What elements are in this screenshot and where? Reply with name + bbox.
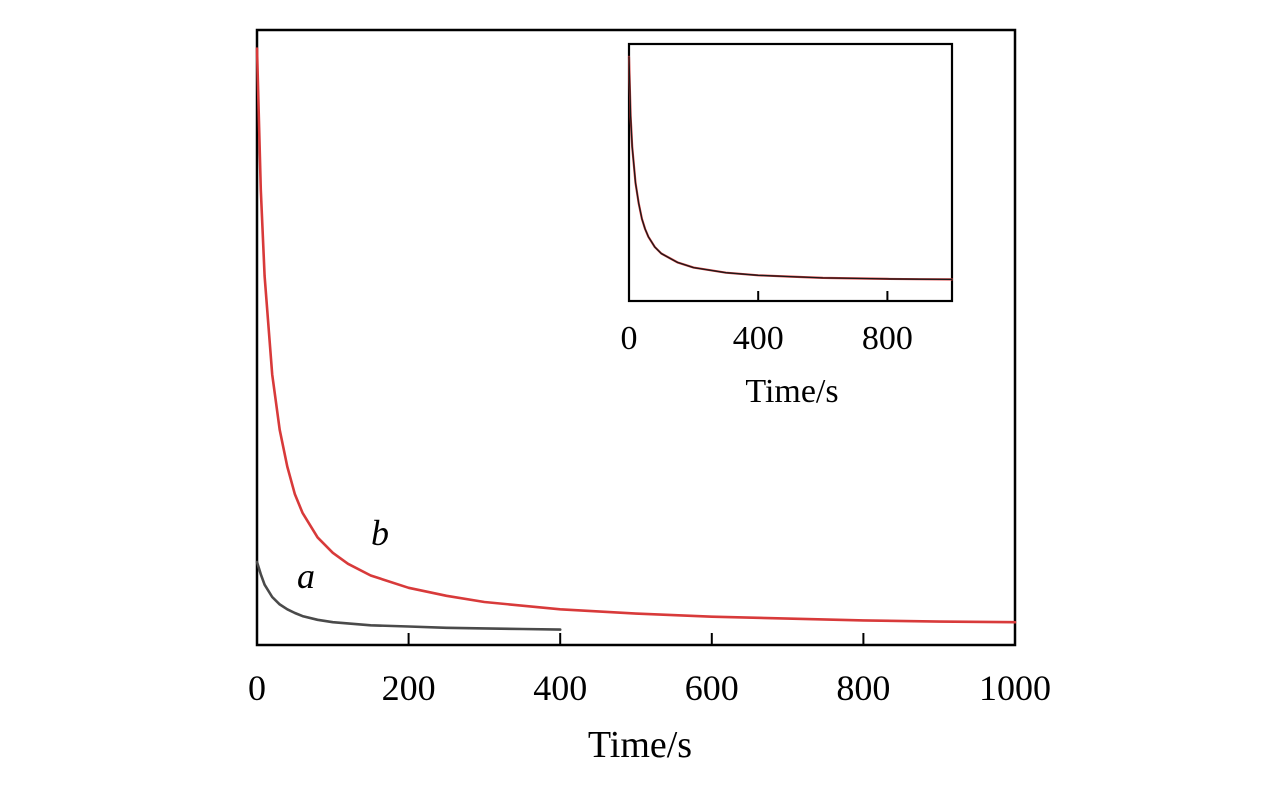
main-x-tick-label: 600 [685, 668, 739, 708]
main-x-tick-label: 200 [382, 668, 436, 708]
main-plot-frame [255, 28, 1017, 647]
main-x-tick-label: 400 [533, 668, 587, 708]
inset-plot-frame [627, 42, 954, 303]
series-label-b: b [371, 513, 389, 553]
inset-x-tick-label: 0 [621, 320, 638, 357]
inset-x-tick-label: 400 [733, 320, 784, 357]
main-series-a-line [255, 560, 562, 631]
main-x-tick-label: 800 [836, 668, 890, 708]
main-series-b-line [255, 47, 1017, 624]
inset-series-data-line [627, 55, 954, 281]
main-x-tick-labels: 0 200 400 600 800 1000 [248, 668, 1051, 708]
inset-x-ticks [628, 291, 889, 301]
main-x-ticks [256, 633, 1016, 645]
inset-x-tick-labels: 0 400 800 [621, 320, 913, 357]
main-x-tick-label: 1000 [979, 668, 1051, 708]
inset-x-tick-label: 800 [862, 320, 913, 357]
inset-x-axis-title: Time/s [745, 373, 838, 410]
main-x-tick-label: 0 [248, 668, 266, 708]
inset-series-fit-line [628, 56, 953, 281]
main-x-axis-title: Time/s [588, 724, 692, 766]
inset-series-group [627, 55, 954, 281]
series-label-a: a [297, 556, 315, 596]
main-series-group [255, 47, 1017, 631]
